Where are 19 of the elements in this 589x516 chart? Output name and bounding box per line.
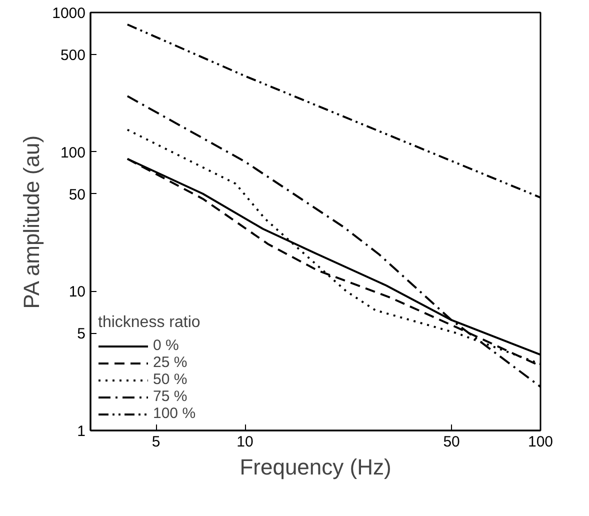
y-tick-label: 1000	[52, 5, 86, 22]
legend-label: 100 %	[153, 405, 196, 422]
legend-title: thickness ratio	[98, 314, 200, 332]
legend-label: 50 %	[153, 371, 188, 388]
y-tick-label: 100	[60, 144, 86, 162]
y-tick-label: 10	[68, 284, 86, 301]
x-axis-title: Frequency (Hz)	[240, 454, 392, 480]
y-axis-title: PA amplitude (au)	[19, 135, 44, 309]
y-tick-label: 50	[68, 186, 86, 204]
legend-label: 0 %	[153, 337, 179, 354]
x-tick-label: 5	[152, 434, 160, 450]
x-tick-label: 10	[236, 434, 254, 450]
x-tick-label: 100	[528, 434, 554, 450]
legend-label: 75 %	[153, 388, 188, 405]
y-tick-label: 1	[77, 423, 86, 440]
legend-label: 25 %	[153, 354, 188, 371]
y-tick-label: 5	[77, 326, 86, 343]
x-tick-label: 50	[443, 434, 460, 450]
y-tick-label: 500	[60, 46, 86, 64]
